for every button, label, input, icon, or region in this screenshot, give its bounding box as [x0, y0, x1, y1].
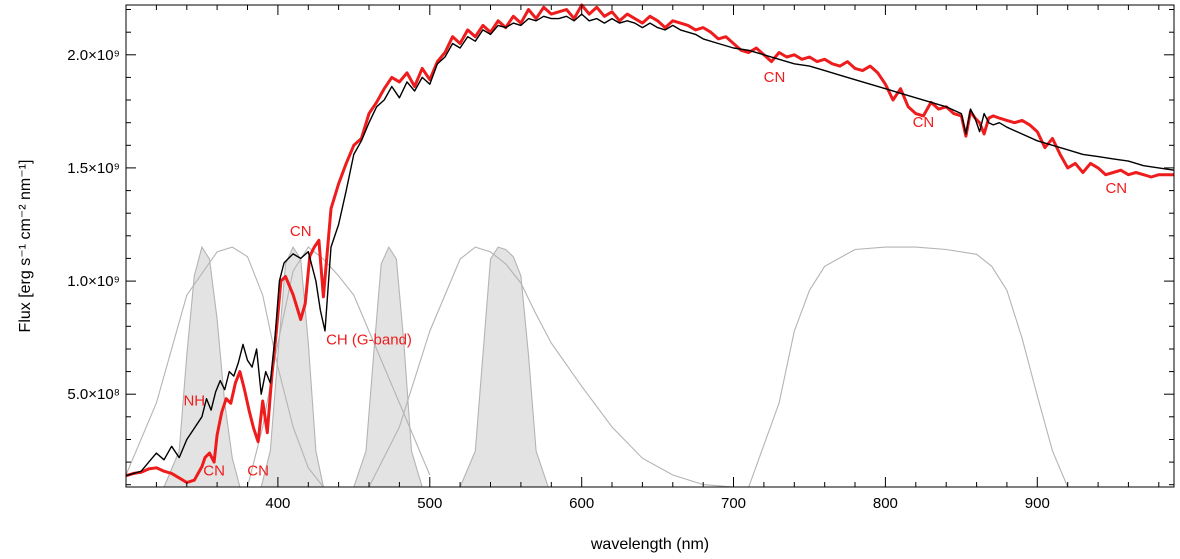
x-tick-label-800: 800 — [873, 495, 898, 512]
y-tick-label-1000000000: 1.0×10⁹ — [67, 273, 120, 290]
x-tick-label-700: 700 — [721, 495, 746, 512]
x-tick-label-400: 400 — [265, 495, 290, 512]
narrowband-filter-curve-3 — [459, 246, 549, 488]
broadband-filter-curve-4 — [125, 246, 324, 488]
annotation-label-3: CN — [290, 223, 312, 240]
broadband-filter-curve-7 — [748, 246, 1069, 488]
narrowband-filter-curve-1 — [260, 245, 325, 488]
spectra-series — [125, 3, 1175, 484]
y-tick-label-2000000000: 2.0×10⁹ — [67, 47, 120, 64]
broadband-filter-curve-5 — [246, 246, 431, 488]
y-axis-label: Flux [erg s⁻¹ cm⁻² nm⁻¹] — [17, 160, 34, 333]
narrowband-filter-curve-2 — [353, 245, 423, 488]
annotation-label-4: CH (G-band) — [326, 331, 412, 348]
annotation-label-0: NH — [183, 393, 205, 410]
x-axis-label: wavelength (nm) — [590, 536, 709, 553]
annotations: NH CN CN CN CH (G-band) CN CN CN — [183, 69, 1127, 480]
annotation-label-2: CN — [247, 463, 269, 480]
broadband-filter-curve-6 — [368, 246, 734, 488]
filter-curves — [125, 245, 1069, 488]
x-tick-label-500: 500 — [417, 495, 442, 512]
narrowband-filter-curve-0 — [163, 245, 241, 488]
annotation-label-7: CN — [1105, 180, 1127, 197]
plot-frame — [125, 4, 1175, 488]
black-spectrum-line — [125, 13, 1175, 477]
annotation-label-5: CN — [764, 69, 786, 86]
axis-ticks: 400 500 600 700 800 900 5.0×10⁸ 1.0×10⁹ 1.5×10⁹ 2… — [67, 5, 1174, 512]
y-tick-label-500000000: 5.0×10⁸ — [67, 386, 120, 403]
annotation-label-6: CN — [913, 114, 935, 131]
annotation-label-1: CN — [203, 463, 225, 480]
x-tick-label-900: 900 — [1025, 495, 1050, 512]
x-tick-label-600: 600 — [569, 495, 594, 512]
y-tick-label-1500000000: 1.5×10⁹ — [67, 160, 120, 177]
